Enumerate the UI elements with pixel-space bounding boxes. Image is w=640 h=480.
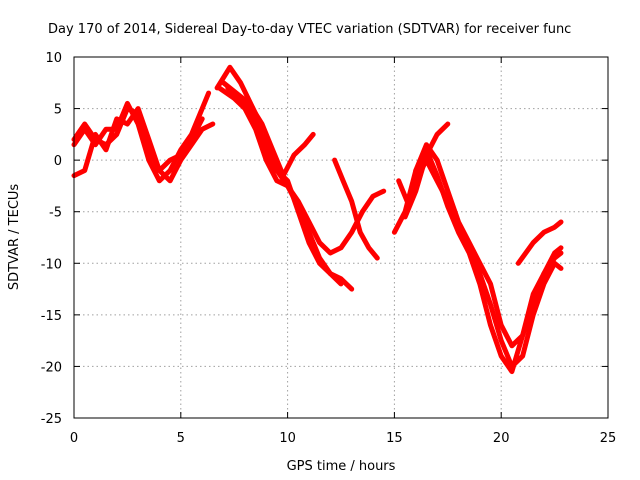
series-arc-7 xyxy=(225,85,344,287)
x-axis-label: GPS time / hours xyxy=(287,459,396,474)
y-tick-label: -5 xyxy=(49,206,62,221)
series-arc-8 xyxy=(332,157,380,261)
y-tick-label: 0 xyxy=(54,154,62,169)
series-layer xyxy=(71,64,564,375)
chart-title: Day 170 of 2014, Sidereal Day-to-day VTE… xyxy=(48,22,571,37)
plot-frame xyxy=(73,56,609,419)
series-arc-3 xyxy=(71,106,205,173)
series-arc-12 xyxy=(413,147,564,375)
grid xyxy=(74,57,608,418)
y-tick-label: 5 xyxy=(54,103,62,118)
y-tick-label: -25 xyxy=(41,412,62,427)
y-tick-label: -20 xyxy=(41,360,62,375)
x-tick-label: 20 xyxy=(493,431,510,446)
y-axis-label: SDTVAR / TECUs xyxy=(7,184,22,291)
x-tick-label: 5 xyxy=(177,431,185,446)
y-tick-label: -15 xyxy=(41,309,62,324)
x-tick-label: 0 xyxy=(70,431,78,446)
x-tick-label: 25 xyxy=(600,431,617,446)
y-tick-labels: -25 -20 -15 -10 -5 0 5 10 xyxy=(41,51,62,427)
axes xyxy=(73,56,609,419)
x-tick-label: 10 xyxy=(279,431,296,446)
x-tick-label: 15 xyxy=(386,431,403,446)
y-tick-label: 10 xyxy=(45,51,62,66)
x-tick-labels: 0 5 10 15 20 25 xyxy=(70,431,616,446)
y-tick-label: -10 xyxy=(41,257,62,272)
series-arc-13 xyxy=(515,219,564,266)
